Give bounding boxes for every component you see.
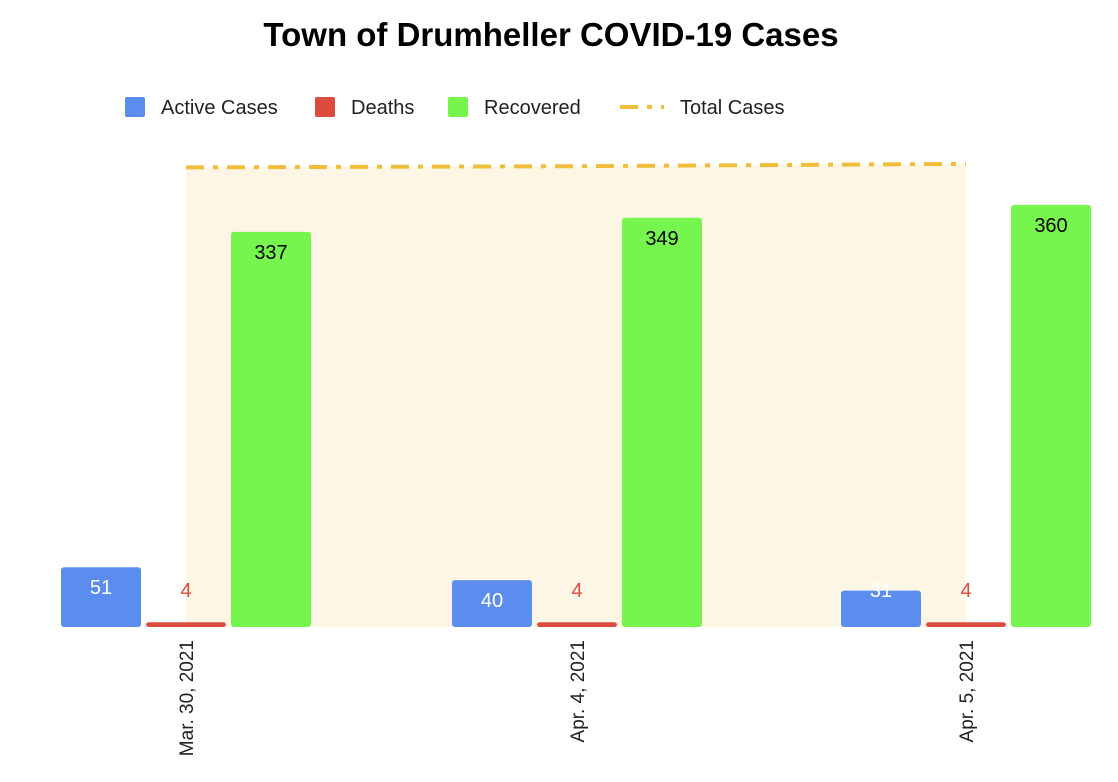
x-tick-label-apr-4-2021: Apr. 4, 2021	[568, 640, 589, 742]
legend-label-deaths: Deaths	[351, 97, 414, 119]
legend-item-deaths: Deaths	[315, 97, 414, 119]
value-label-deaths-apr-5-2021: 4	[960, 580, 971, 602]
x-tick-labels-layer: Mar. 30, 2021 Apr. 4, 2021 Apr. 5, 2021	[177, 640, 978, 756]
legend-swatch-recovered	[448, 97, 468, 117]
legend-label-active-cases: Active Cases	[161, 97, 278, 119]
total-cases-area	[186, 163, 966, 628]
value-label-deaths-apr-4-2021: 4	[571, 580, 582, 602]
legend-item-recovered: Recovered	[448, 97, 581, 119]
total-cases-line-layer	[185, 161, 967, 170]
value-label-deaths-mar-30-2021: 4	[180, 580, 191, 602]
value-label-active-cases-apr-4-2021: 40	[481, 590, 503, 612]
legend-swatch-active-cases	[125, 97, 145, 117]
legend-item-active-cases: Active Cases	[125, 97, 278, 119]
value-label-active-cases-apr-5-2021: 31	[870, 580, 892, 602]
value-labels-layer: 51 4 337 40 4 349 31 4 360	[90, 215, 1068, 612]
value-label-recovered-apr-4-2021: 349	[645, 228, 678, 250]
x-tick-label-mar-30-2021: Mar. 30, 2021	[177, 640, 198, 756]
bar-recovered-mar-30-2021	[231, 231, 311, 627]
total-cases-area-layer	[186, 163, 966, 628]
value-label-active-cases-mar-30-2021: 51	[90, 577, 112, 599]
bar-deaths-apr-5-2021	[926, 622, 1006, 627]
bar-active-cases-mar-30-2021	[61, 567, 141, 627]
legend-label-recovered: Recovered	[484, 97, 581, 119]
total-cases-line	[185, 161, 967, 170]
x-tick-label-apr-5-2021: Apr. 5, 2021	[957, 640, 978, 742]
legend-swatch-deaths	[315, 97, 335, 117]
legend-label-total-cases: Total Cases	[680, 97, 785, 119]
bar-recovered-apr-5-2021	[1011, 204, 1091, 627]
value-label-recovered-mar-30-2021: 337	[254, 242, 287, 264]
legend: Active Cases Deaths Recovered Total Cases	[125, 97, 785, 119]
bar-deaths-mar-30-2021	[146, 622, 226, 627]
value-label-recovered-apr-5-2021: 360	[1034, 215, 1067, 237]
bars-layer	[61, 204, 1091, 628]
bar-active-cases-apr-4-2021	[452, 580, 532, 627]
legend-item-total-cases: Total Cases	[620, 97, 785, 119]
bar-active-cases-apr-5-2021	[841, 590, 921, 627]
chart-title: Town of Drumheller COVID-19 Cases	[263, 16, 838, 53]
bar-recovered-apr-4-2021	[622, 217, 702, 628]
bar-deaths-apr-4-2021	[537, 622, 617, 627]
